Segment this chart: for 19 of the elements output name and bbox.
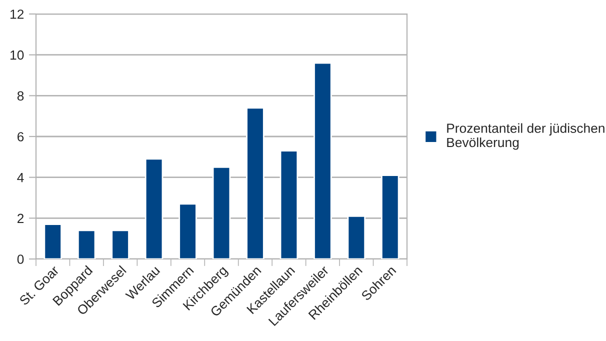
y-tick-label: 12 [10, 10, 24, 19]
bar [44, 224, 62, 259]
y-tick-label: 2 [18, 214, 24, 223]
bar [111, 230, 130, 259]
y-tick-label: 0 [17, 254, 24, 264]
bar [347, 215, 366, 259]
legend-label: Prozentanteil der jüdischen Bevölkerung [447, 123, 604, 150]
y-tick-label: 10 [10, 50, 24, 60]
y-tick-label: 6 [18, 132, 24, 142]
bar [77, 230, 96, 259]
bar [144, 158, 164, 259]
bar [381, 174, 400, 259]
bar [178, 203, 197, 259]
bar [314, 62, 332, 259]
bar [280, 150, 298, 259]
y-tick-label: 4 [17, 173, 24, 182]
y-tick-label: 8 [17, 91, 24, 101]
bar [246, 107, 264, 259]
bar [212, 166, 231, 259]
